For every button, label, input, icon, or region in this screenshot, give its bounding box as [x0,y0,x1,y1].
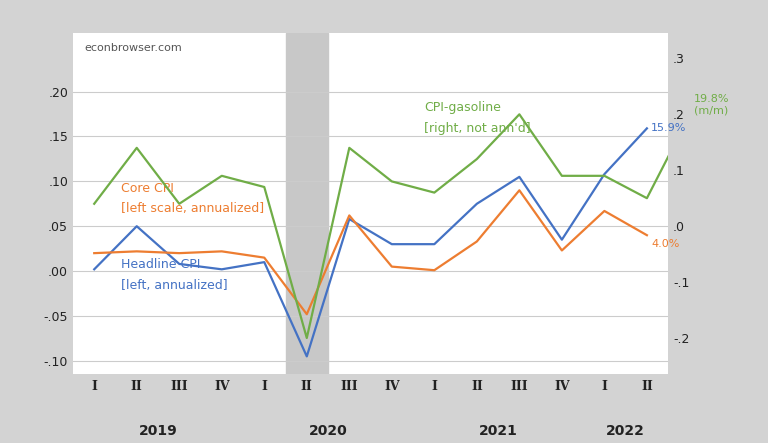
Text: [right, not ann'd]: [right, not ann'd] [424,122,531,135]
Bar [286,33,328,374]
Text: [left scale, annualized]: [left scale, annualized] [121,202,263,215]
Text: 2020: 2020 [309,424,347,438]
Text: 15.9%: 15.9% [651,124,687,133]
Text: 2022: 2022 [606,424,645,438]
Text: Headline CPI: Headline CPI [121,258,200,272]
Text: Core CPI: Core CPI [121,182,174,194]
Text: 19.8%
(m/m): 19.8% (m/m) [694,94,729,116]
Text: 2019: 2019 [138,424,177,438]
Text: econbrowser.com: econbrowser.com [84,43,183,54]
Text: CPI-gasoline: CPI-gasoline [424,101,501,114]
Text: 4.0%: 4.0% [651,238,680,249]
Text: 2021: 2021 [478,424,518,438]
Text: [left, annualized]: [left, annualized] [121,279,227,292]
